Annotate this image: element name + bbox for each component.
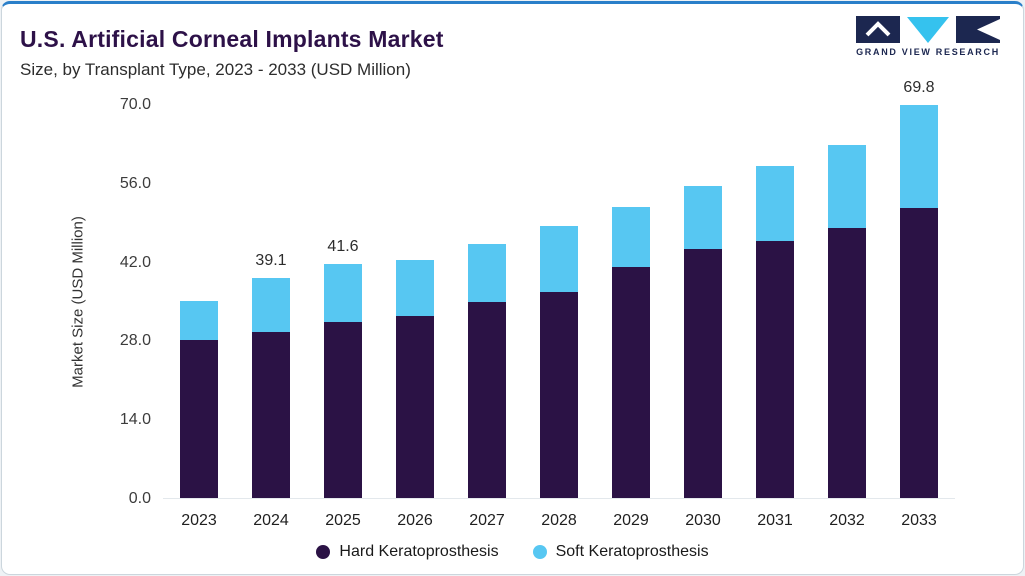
x-tick-label: 2027 xyxy=(469,512,505,529)
bar-segment-soft xyxy=(324,263,362,322)
page-subtitle: Size, by Transplant Type, 2023 - 2033 (U… xyxy=(20,60,411,79)
bar-group xyxy=(451,105,523,498)
bar-segment-soft xyxy=(756,165,794,242)
grandview-logo-text: GRAND VIEW RESEARCH xyxy=(856,47,1000,57)
bar-segment-hard xyxy=(396,315,434,498)
bar-segment-soft xyxy=(828,144,866,228)
bar-group xyxy=(883,105,955,498)
bar-group xyxy=(523,105,595,498)
x-tick-label: 2026 xyxy=(397,512,433,529)
bar-value-label: 39.1 xyxy=(255,251,287,269)
y-axis-title: Market Size (USD Million) xyxy=(69,216,87,388)
bar-group xyxy=(379,105,451,498)
y-tick-label: 14.0 xyxy=(119,411,151,429)
header: U.S. Artificial Corneal Implants Market … xyxy=(20,26,1003,80)
bar-segment-hard xyxy=(756,241,794,498)
bar-segment-hard xyxy=(612,267,650,498)
y-tick-label: 42.0 xyxy=(119,253,151,271)
bar-segment-hard xyxy=(324,321,362,498)
plot-area: 0.0 14.0 28.0 42.0 56.0 70.0 2023 39.1 2024 41.6 2… xyxy=(120,79,955,529)
legend-label: Soft Keratoprosthesis xyxy=(555,543,709,560)
x-tick-label: 2024 xyxy=(253,512,289,529)
x-tick-label: 2028 xyxy=(541,512,577,529)
bar-group xyxy=(595,105,667,498)
bar-segment-soft xyxy=(612,207,650,268)
bar-value-label: 41.6 xyxy=(327,237,359,255)
x-tick-label: 2031 xyxy=(757,512,793,529)
bar-value-label: 69.8 xyxy=(903,79,935,97)
legend-item: Soft Keratoprosthesis xyxy=(532,543,709,561)
bar-segment-hard xyxy=(252,331,290,498)
bar-segment-soft xyxy=(900,105,938,209)
y-tick-label: 56.0 xyxy=(119,174,151,192)
bar-group xyxy=(163,105,235,498)
bar-group xyxy=(307,105,379,498)
bar-segment-soft xyxy=(180,301,218,340)
x-tick-label: 2029 xyxy=(613,512,649,529)
x-tick-label: 2033 xyxy=(901,512,937,529)
bar-segment-soft xyxy=(396,259,434,316)
bar-segment-hard xyxy=(828,227,866,498)
legend-item: Hard Keratoprosthesis xyxy=(316,543,499,561)
x-tick-label: 2025 xyxy=(325,512,361,529)
grandview-logo: GRAND VIEW RESEARCH xyxy=(853,14,1003,57)
bar-group xyxy=(739,105,811,498)
bar-segment-hard xyxy=(180,339,218,498)
y-tick-label: 70.0 xyxy=(119,96,151,113)
legend-swatch-icon xyxy=(532,545,547,559)
bar-group xyxy=(811,105,883,498)
bar-segment-soft xyxy=(252,277,290,332)
bar-segment-hard xyxy=(540,292,578,498)
x-tick-label: 2030 xyxy=(685,512,721,529)
bar-segment-soft xyxy=(468,244,506,302)
bar-segment-soft xyxy=(684,185,722,249)
legend-swatch-icon xyxy=(316,545,331,559)
grandview-logo-mark-icon xyxy=(856,16,1000,43)
x-tick-label: 2023 xyxy=(181,512,217,529)
bar-segment-soft xyxy=(540,226,578,292)
bar-segment-hard xyxy=(900,208,938,498)
bar-group xyxy=(235,105,307,498)
bar-group xyxy=(667,105,739,498)
legend-label: Hard Keratoprosthesis xyxy=(339,543,499,560)
bar-segment-hard xyxy=(684,248,722,498)
bar-segment-hard xyxy=(468,301,506,498)
x-tick-label: 2032 xyxy=(829,512,865,529)
y-tick-label: 28.0 xyxy=(119,332,151,350)
page-title: U.S. Artificial Corneal Implants Market xyxy=(20,26,444,52)
y-tick-label: 0.0 xyxy=(128,490,151,507)
legend: Hard Keratoprosthesis Soft Keratoprosthes… xyxy=(2,543,1023,561)
